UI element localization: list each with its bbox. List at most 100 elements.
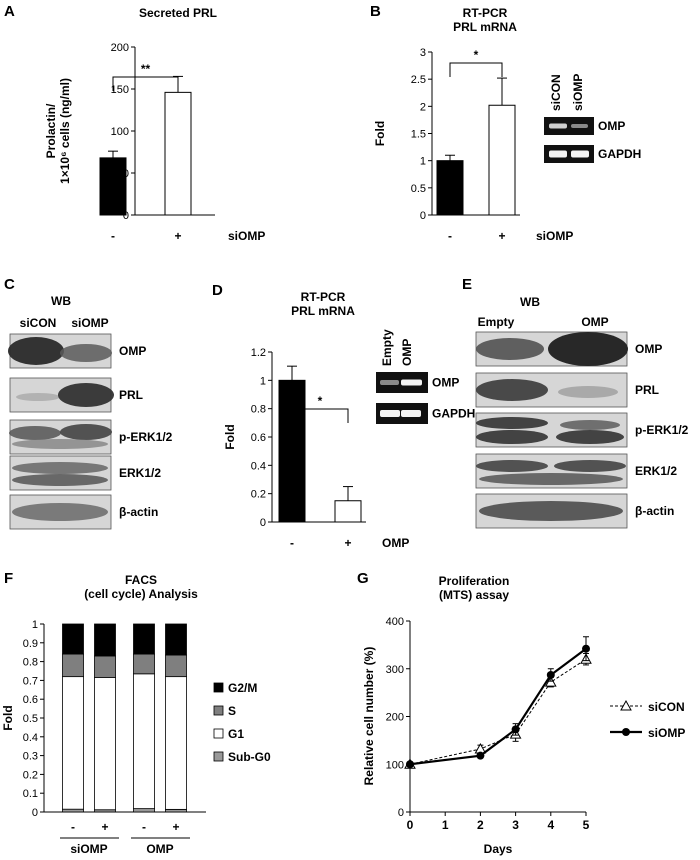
- stack-segment-g1: [133, 673, 155, 810]
- y-tick-label: 2.5: [411, 74, 426, 86]
- bar-control: [278, 379, 306, 523]
- series-sicon: [404, 652, 592, 769]
- lane-label: siCON: [549, 74, 563, 111]
- stack-segment-g2-m: [133, 623, 155, 655]
- gel-band: [401, 379, 422, 386]
- legend-swatch: [213, 682, 224, 693]
- y-axis-label: Fold: [223, 424, 237, 449]
- blot-band: [476, 338, 544, 360]
- y-tick-label: 1.2: [251, 347, 266, 359]
- blot-band: [476, 379, 548, 401]
- stack-segment-s: [133, 653, 155, 675]
- significance-marker: *: [474, 48, 479, 62]
- y-tick-label: 0.6: [23, 694, 38, 706]
- x-category-label: +: [344, 536, 351, 550]
- gel-band: [571, 124, 588, 128]
- blot-row-label: PRL: [635, 383, 659, 397]
- panel-label: C: [4, 276, 15, 293]
- blot-band: [60, 344, 112, 362]
- stack-segment-g1: [165, 676, 187, 810]
- chart-title: FACS: [125, 573, 157, 587]
- stack-segment-g2-m: [62, 623, 84, 655]
- y-tick-label: 0.6: [251, 432, 266, 444]
- y-tick-label: 0: [32, 807, 38, 819]
- blot-band: [58, 383, 114, 407]
- lane-label: siOMP: [571, 74, 585, 111]
- x-tick-label: 3: [512, 818, 519, 832]
- x-category-label: -: [142, 820, 146, 834]
- blot-row-erk1-2: ERK1/2: [9, 455, 161, 491]
- y-tick-label: 0.2: [23, 769, 38, 781]
- blot-row-erk1-2: ERK1/2: [475, 453, 677, 489]
- legend-label: siOMP: [648, 726, 685, 740]
- blot-band: [554, 460, 626, 472]
- blot-row--actin: β-actin: [9, 494, 158, 530]
- gel-band: [380, 410, 400, 417]
- data-point-triangle: [474, 742, 487, 754]
- bar-control: [436, 160, 464, 216]
- chart-title: RT-PCR: [301, 290, 346, 304]
- blot-row-prl: PRL: [475, 372, 659, 408]
- legend-triangle-marker: [620, 699, 632, 711]
- blot-title: WB: [51, 294, 71, 308]
- series-line: [409, 658, 587, 765]
- y-tick-label: 2: [420, 101, 426, 113]
- x-axis-label: Days: [484, 842, 513, 856]
- legend-label: siCON: [648, 700, 685, 714]
- gel-row-label: GAPDH: [598, 147, 641, 161]
- gel-row-label: OMP: [598, 119, 625, 133]
- panel-g: G Proliferation(MTS) assay 0 100 200 300 400 0 1…: [357, 570, 685, 856]
- group-label: OMP: [146, 842, 173, 856]
- x-category-label: +: [101, 820, 108, 834]
- blot-row-omp: OMP: [8, 333, 146, 369]
- stack-segment-g2-m: [165, 623, 187, 656]
- gel-row-label: GAPDH: [432, 407, 475, 421]
- treatment-label: siOMP: [536, 229, 573, 243]
- x-category-label: -: [448, 229, 452, 243]
- significance-bracket: [291, 408, 349, 423]
- gel-lane-row: [544, 145, 594, 163]
- legend-label: Sub-G0: [228, 750, 271, 764]
- y-tick-label: 100: [111, 126, 129, 138]
- y-axis-label: Fold: [373, 121, 387, 146]
- y-tick-label: 0.8: [251, 404, 266, 416]
- data-point-circle: [582, 644, 590, 653]
- significance-marker: *: [318, 394, 323, 408]
- blot-row-label: ERK1/2: [635, 464, 677, 478]
- lane-label: Empty: [380, 329, 394, 366]
- blot-row-label: PRL: [119, 388, 143, 402]
- blot-band: [548, 332, 628, 366]
- bar-treated: [164, 91, 192, 216]
- x-category-label: +: [172, 820, 179, 834]
- bar-treated: [488, 104, 516, 216]
- blot-band: [12, 503, 108, 521]
- blot-band: [8, 337, 64, 365]
- legend-swatch: [213, 705, 224, 716]
- significance-bracket: [449, 62, 503, 77]
- panel-e: E WB Empty OMP OMP PRL p-ERK1/2 ERK1/2 β-actin: [462, 276, 689, 529]
- panel-label: G: [357, 570, 369, 587]
- y-tick-label: 3: [420, 47, 426, 59]
- panel-label: D: [212, 282, 223, 299]
- lane-label: siOMP: [71, 316, 108, 330]
- stack-segment-g1: [62, 676, 84, 810]
- blot-row--actin: β-actin: [475, 493, 674, 529]
- stack-segment-s: [62, 653, 84, 678]
- blot-band: [12, 462, 108, 474]
- y-tick-label: 0.4: [251, 460, 266, 472]
- bar-control: [99, 157, 127, 216]
- blot-band: [558, 386, 618, 398]
- y-tick-label: 0.3: [23, 751, 38, 763]
- chart-title: Secreted PRL: [139, 6, 217, 20]
- lane-label: Empty: [478, 315, 515, 329]
- y-tick-label: 1: [32, 619, 38, 631]
- y-tick-label: 100: [386, 759, 404, 771]
- chart-title: (MTS) assay: [439, 588, 509, 602]
- y-tick-label: 0.7: [23, 675, 38, 687]
- gel-band: [549, 123, 567, 129]
- x-tick-label: 5: [583, 818, 590, 832]
- series-line: [409, 647, 587, 766]
